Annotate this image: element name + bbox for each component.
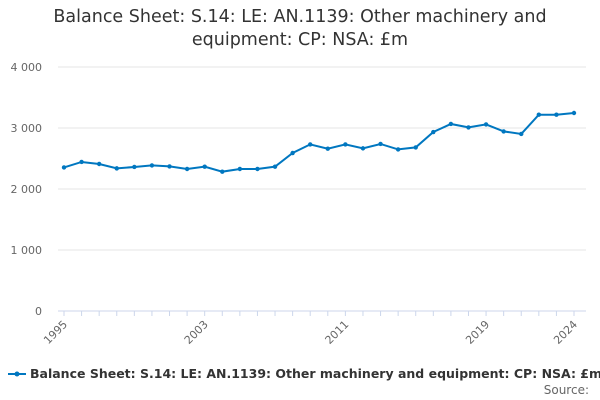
- series-line: [63, 111, 575, 173]
- x-tick-label: 2003: [182, 318, 211, 347]
- data-point: [519, 131, 524, 137]
- y-tick-label: 2 000: [11, 183, 43, 196]
- data-point: [61, 165, 67, 170]
- legend[interactable]: Balance Sheet: S.14: LE: AN.1139: Other …: [8, 366, 600, 381]
- data-point: [571, 110, 577, 116]
- data-point: [202, 164, 207, 169]
- x-tick-label: 1995: [41, 318, 70, 347]
- data-point: [79, 159, 84, 165]
- data-point: [413, 145, 418, 150]
- data-point: [325, 146, 330, 151]
- data-point: [167, 164, 172, 169]
- data-point: [114, 166, 119, 171]
- data-point: [360, 146, 366, 151]
- data-point: [343, 142, 348, 147]
- data-point: [132, 164, 137, 170]
- data-point: [536, 112, 542, 117]
- data-point: [308, 142, 313, 147]
- y-tick-label: 1 000: [11, 244, 43, 257]
- y-tick-label: 3 000: [11, 122, 43, 135]
- data-point: [466, 125, 471, 130]
- x-tick-label: 2024: [551, 318, 580, 347]
- data-point: [220, 169, 225, 174]
- x-tick-label: 2019: [463, 318, 492, 347]
- data-point: [96, 161, 102, 167]
- data-point: [395, 147, 401, 152]
- data-point: [237, 166, 243, 172]
- source-label: Source:: [543, 383, 589, 397]
- chart-title: Balance Sheet: S.14: LE: AN.1139: Other …: [53, 7, 547, 50]
- data-point: [290, 150, 295, 156]
- legend-label: Balance Sheet: S.14: LE: AN.1139: Other …: [30, 366, 600, 381]
- data-point: [184, 166, 190, 172]
- data-point: [448, 121, 454, 127]
- data-point: [431, 129, 436, 135]
- x-tick-label: 2011: [323, 318, 352, 347]
- data-point: [255, 166, 260, 172]
- data-point: [149, 163, 155, 168]
- y-tick-label: 0: [35, 305, 42, 318]
- data-point: [501, 129, 506, 134]
- y-tick-label: 4 000: [11, 61, 43, 74]
- data-point: [272, 164, 278, 169]
- legend-marker-icon: [8, 371, 26, 376]
- data-point: [378, 141, 383, 147]
- data-point: [483, 122, 489, 127]
- data-point: [554, 112, 559, 117]
